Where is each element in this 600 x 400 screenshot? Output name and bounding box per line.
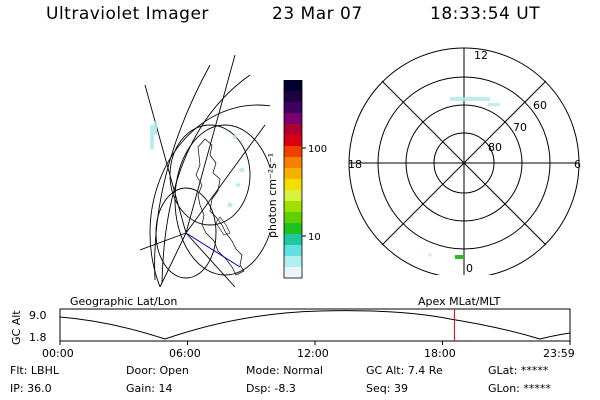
colorbar-band — [284, 146, 302, 158]
mlt-label-left: 18 — [348, 158, 362, 171]
status-gain: Gain: 14 — [126, 382, 173, 395]
orbit-ytick-high: 9.0 — [29, 309, 47, 322]
colorbar-unit-label: photon cm⁻²s⁻¹ — [266, 153, 279, 238]
orbit-xtick-4: 23:59 — [543, 347, 575, 360]
mlt-label-top: 12 — [474, 49, 488, 62]
colorbar-band — [284, 234, 302, 246]
colorbar-band — [284, 190, 302, 202]
orbit-xtick-3: 18:00 — [424, 347, 456, 360]
filter-value: LBHL — [30, 364, 59, 377]
glon-value: ***** — [523, 382, 551, 395]
lat-label-60: 60 — [533, 99, 547, 112]
colorbar-band — [284, 80, 302, 92]
status-ip: IP: 36.0 — [10, 382, 52, 395]
status-gcalt: GC Alt: 7.4 Re — [366, 364, 443, 377]
lat-label-70: 70 — [513, 121, 527, 134]
glat-value: ***** — [520, 364, 549, 377]
colorbar-tick-100: 100 — [308, 144, 327, 155]
colorbar-band — [284, 168, 302, 180]
geographic-panel-label: Geographic Lat/Lon — [70, 295, 178, 308]
mlt-label-bottom: 0 — [466, 262, 473, 275]
colorbar-band — [284, 102, 302, 114]
colorbar-band — [284, 267, 302, 279]
colorbar-band — [284, 124, 302, 136]
lat-label-80: 80 — [488, 141, 502, 154]
status-mode: Mode: Normal — [246, 364, 323, 377]
orbit-xtick-2: 12:00 — [297, 347, 329, 360]
colorbar-band — [284, 113, 302, 125]
orbit-xtick-1: 06:00 — [169, 347, 201, 360]
colorbar-band — [284, 135, 302, 147]
geographic-projection-map — [140, 55, 270, 287]
dsp-value: -8.3 — [274, 382, 296, 395]
colorbar-band — [284, 201, 302, 213]
apex-panel-label: Apex MLat/MLT — [418, 295, 501, 308]
status-door: Door: Open — [126, 364, 189, 377]
colorbar-band — [284, 179, 302, 191]
apex-polar-plot: 12 18 6 0 60 70 80 — [348, 47, 581, 275]
mode-value: Normal — [283, 364, 323, 377]
status-filter: Flt: LBHL — [10, 364, 59, 377]
time-label: 18:33:54 UT — [430, 4, 541, 24]
colorbar: 100 10 photon cm⁻²s⁻¹ — [266, 80, 327, 279]
status-dsp: Dsp: -8.3 — [246, 382, 296, 395]
mlt-label-right: 6 — [574, 158, 581, 171]
colorbar-tick-10: 10 — [308, 232, 321, 243]
orbit-ytick-low: 1.8 — [29, 331, 47, 344]
orbit-altitude-plot: GC Alt 9.0 1.8 00:00 06:00 12:00 18:00 2… — [10, 308, 575, 360]
colorbar-band — [284, 91, 302, 103]
ip-value: 36.0 — [27, 382, 52, 395]
status-glon: GLon: ***** — [488, 382, 551, 395]
colorbar-band — [284, 256, 302, 268]
date-label: 23 Mar 07 — [272, 4, 363, 24]
colorbar-band — [284, 245, 302, 257]
door-value: Open — [159, 364, 189, 377]
colorbar-band — [284, 157, 302, 169]
orbit-xtick-0: 00:00 — [42, 347, 74, 360]
status-seq: Seq: 39 — [366, 382, 408, 395]
colorbar-band — [284, 223, 302, 235]
gcalt-value: 7.4 Re — [407, 364, 443, 377]
orbit-ylabel: GC Alt — [10, 310, 23, 345]
status-glat: GLat: ***** — [488, 364, 549, 377]
seq-value: 39 — [393, 382, 408, 395]
colorbar-band — [284, 212, 302, 224]
instrument-title: Ultraviolet Imager — [46, 4, 209, 24]
gain-value: 14 — [158, 382, 173, 395]
